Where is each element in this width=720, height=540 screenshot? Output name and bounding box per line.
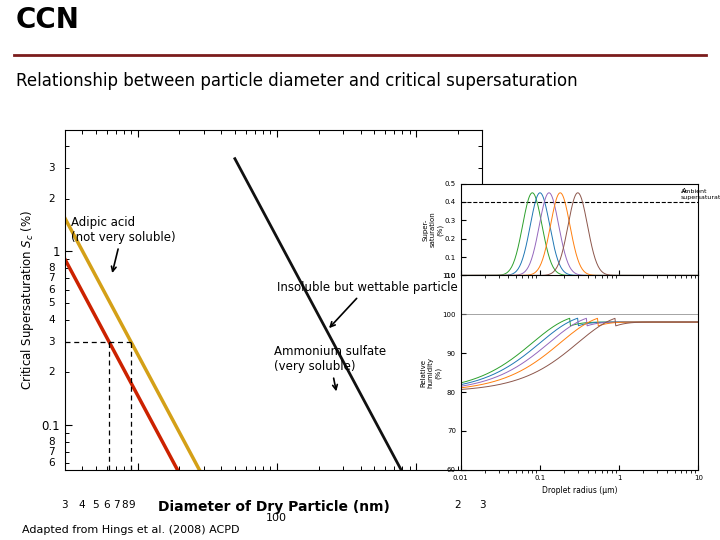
Text: 6: 6: [48, 285, 55, 294]
Text: 7: 7: [48, 447, 55, 457]
Text: 3: 3: [48, 337, 55, 347]
Text: 7: 7: [113, 500, 120, 510]
X-axis label: Diameter of Dry Particle (nm): Diameter of Dry Particle (nm): [158, 500, 390, 514]
Y-axis label: Relative
humidity
(%): Relative humidity (%): [420, 357, 441, 388]
Text: Adapted from Hings et al. (2008) ACPD: Adapted from Hings et al. (2008) ACPD: [22, 524, 239, 535]
Text: 7: 7: [48, 273, 55, 283]
Text: CCN: CCN: [16, 5, 80, 33]
Text: 100: 100: [266, 513, 287, 523]
Text: 3: 3: [48, 163, 55, 173]
Text: 2: 2: [48, 367, 55, 377]
Y-axis label: Critical Supersaturation $S_c$ (%): Critical Supersaturation $S_c$ (%): [19, 210, 36, 390]
Text: Relationship between particle diameter and critical supersaturation: Relationship between particle diameter a…: [16, 72, 577, 90]
Text: Ammonium sulfate
(very soluble): Ammonium sulfate (very soluble): [274, 345, 386, 389]
Text: 4: 4: [79, 500, 86, 510]
Text: Adipic acid
(not very soluble): Adipic acid (not very soluble): [71, 215, 175, 271]
Text: 8: 8: [48, 263, 55, 273]
Text: Ambient
supersaturation: Ambient supersaturation: [681, 190, 720, 200]
Text: 8: 8: [48, 436, 55, 447]
X-axis label: Droplet radius (μm): Droplet radius (μm): [542, 486, 617, 495]
Text: 6: 6: [104, 500, 110, 510]
Text: 3: 3: [61, 500, 68, 510]
Text: 4: 4: [48, 315, 55, 325]
Text: 2: 2: [454, 500, 462, 510]
Text: 9: 9: [128, 500, 135, 510]
Text: 5: 5: [48, 298, 55, 308]
Text: 3: 3: [479, 500, 486, 510]
Text: 2: 2: [48, 194, 55, 204]
Text: A: A: [682, 188, 687, 194]
Text: 6: 6: [48, 458, 55, 468]
Text: 8: 8: [121, 500, 127, 510]
Text: 5: 5: [92, 500, 99, 510]
Y-axis label: Super-
saturation
(%): Super- saturation (%): [423, 212, 444, 247]
Text: Insoluble but wettable particle: Insoluble but wettable particle: [276, 281, 457, 327]
